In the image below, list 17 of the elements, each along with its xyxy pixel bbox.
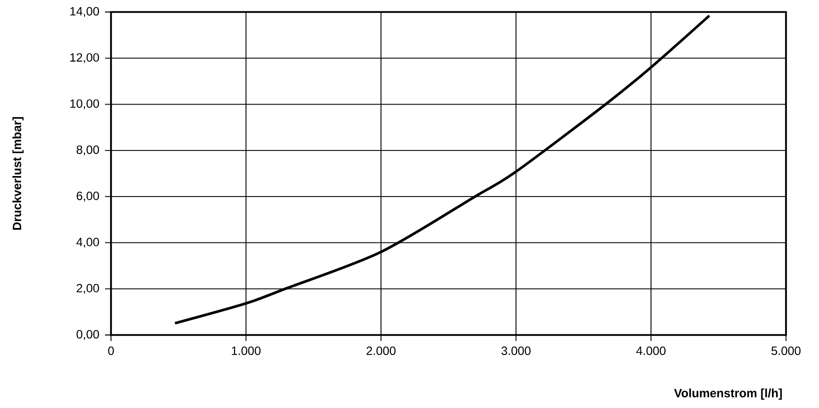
y-tick-label: 14,00: [70, 7, 99, 17]
y-axis-title: Druckverlust [mbar]: [12, 117, 24, 230]
y-tick-label: 8,00: [76, 145, 100, 156]
y-tick-label: 12,00: [70, 53, 99, 64]
y-tick-label: 4,00: [76, 238, 100, 248]
y-tick-label: 6,00: [76, 192, 100, 202]
y-tick-label: 10,00: [70, 99, 99, 110]
x-tick-label: 2.000: [366, 346, 396, 356]
line-series: [174, 14, 711, 325]
x-tick-label: 5.000: [771, 346, 801, 356]
x-axis-title: Volumenstrom [l/h]: [674, 388, 782, 400]
x-tick-label: 3.000: [501, 346, 531, 356]
x-tick-label: 1.000: [232, 346, 261, 356]
x-tick-label: 4.000: [636, 346, 666, 356]
y-tick-label: 2,00: [76, 284, 100, 294]
y-tick-label: 0,00: [76, 330, 100, 340]
x-tick-label: 0: [108, 346, 114, 356]
